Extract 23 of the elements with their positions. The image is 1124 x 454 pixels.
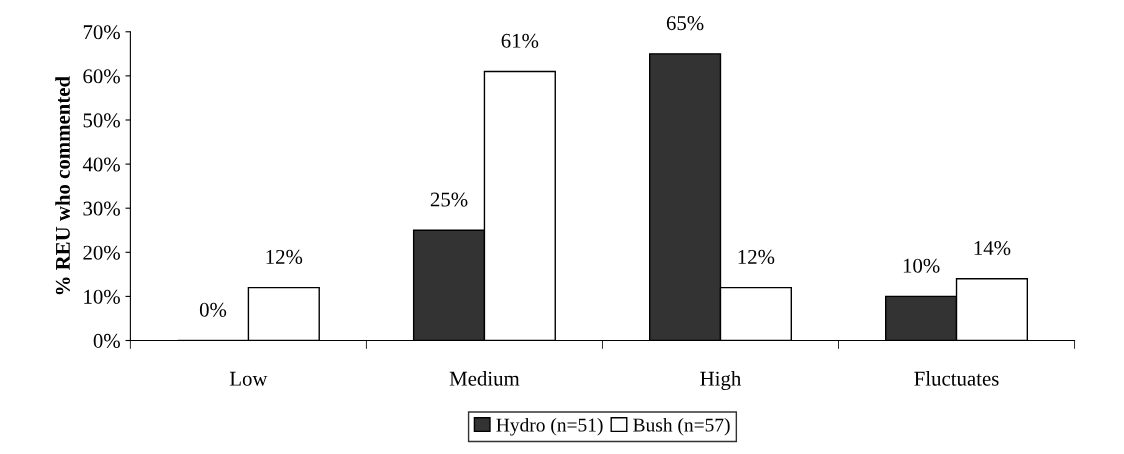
- data-label: 12%: [738, 249, 775, 264]
- y-tick-label: 40%: [82, 157, 120, 172]
- y-tick-label: 30%: [83, 201, 120, 216]
- x-tick-label: Medium: [449, 371, 520, 386]
- x-tick-label: Low: [229, 371, 268, 386]
- data-label: 0%: [199, 302, 227, 317]
- data-label: 10%: [903, 258, 940, 273]
- x-tick-label: High: [700, 371, 742, 391]
- y-tick-label: 10%: [84, 289, 120, 304]
- y-axis-title: % REU who commented: [55, 76, 70, 295]
- y-tick-label: 20%: [83, 245, 120, 260]
- y-tick-label: 70%: [83, 25, 120, 40]
- legend-label: Bush (n=57): [633, 417, 730, 436]
- legend-label: Hydro (n=51): [496, 417, 603, 436]
- x-tick-label: Fluctuates: [914, 371, 999, 386]
- data-label: 14%: [974, 241, 1011, 256]
- data-label: 12%: [266, 249, 303, 264]
- y-tick-label: 60%: [83, 69, 120, 84]
- y-tick-label: 50%: [83, 113, 120, 128]
- y-tick-label: 0%: [93, 333, 120, 348]
- data-label: 65%: [666, 16, 704, 31]
- data-label: 61%: [501, 33, 539, 48]
- data-label: 25%: [430, 192, 468, 207]
